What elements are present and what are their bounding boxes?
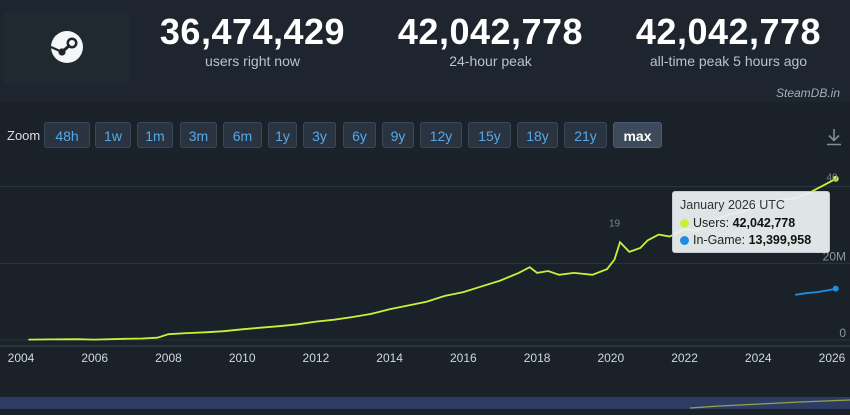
stat-current-users-label: users right now	[205, 53, 300, 69]
x-tick-label: 2004	[8, 351, 35, 365]
stat-24h-peak-label: 24-hour peak	[449, 53, 532, 69]
x-tick-label: 2024	[745, 351, 772, 365]
chart-panel	[0, 106, 850, 409]
zoom-label: Zoom	[7, 128, 41, 143]
zoom-button-15y[interactable]: 15y	[468, 122, 511, 148]
zoom-button-48h[interactable]: 48h	[44, 122, 90, 148]
zoom-button-21y[interactable]: 21y	[564, 122, 607, 148]
y-tick-label: 20M	[823, 249, 846, 263]
series-point-in-game	[832, 285, 839, 292]
stat-all-time-peak: 42,042,778 all-time peak 5 hours ago	[626, 11, 831, 70]
navigator-mini-line	[689, 399, 850, 409]
zoom-button-1m[interactable]: 1m	[137, 122, 173, 148]
x-tick-label: 2026	[819, 351, 846, 365]
zoom-button-1w[interactable]: 1w	[95, 122, 131, 148]
x-tick-label: 2018	[524, 351, 551, 365]
stat-all-time-peak-label: all-time peak 5 hours ago	[649, 53, 808, 69]
users-dot-icon	[680, 219, 689, 228]
zoom-button-3y[interactable]: 3y	[303, 122, 336, 148]
steam-logo-icon	[50, 31, 83, 63]
x-tick-label: 2016	[450, 351, 477, 365]
range-navigator[interactable]	[0, 397, 850, 409]
x-tick-label: 2020	[597, 351, 624, 365]
zoom-button-18y[interactable]: 18y	[517, 122, 558, 148]
chart-annotation: 40	[826, 173, 838, 184]
watermark: SteamDB.in	[776, 86, 841, 100]
zoom-button-6y[interactable]: 6y	[343, 122, 376, 148]
x-tick-label: 2008	[155, 351, 182, 365]
tooltip-users-value: 42,042,778	[732, 216, 796, 230]
stat-24h-peak-value: 42,042,778	[397, 11, 584, 52]
chart-annotation: 19	[609, 219, 621, 230]
x-tick-label: 2022	[671, 351, 698, 365]
tooltip-ingame-label: In-Game:	[693, 233, 746, 247]
player-count-chart[interactable]: 0 20M 2004 2006 2008 2010 2012 2014 2016 2018 2020…	[0, 150, 850, 386]
x-tick-label: 2014	[376, 351, 403, 365]
chart-tooltip: January 2026 UTC Users: 42,042,778 In-Ga…	[672, 191, 830, 253]
stat-24h-peak: 42,042,778 24-hour peak	[388, 11, 593, 70]
stat-current-users: 36,474,429 users right now	[150, 11, 355, 70]
tooltip-users-label: Users:	[693, 216, 730, 230]
stat-current-users-value: 36,474,429	[159, 11, 346, 52]
logo-box[interactable]	[4, 12, 130, 84]
y-tick-label: 0	[839, 326, 846, 340]
x-tick-label: 2006	[81, 351, 108, 365]
series-line-in-game	[794, 287, 836, 296]
zoom-button-1y[interactable]: 1y	[268, 122, 297, 148]
x-tick-label: 2010	[229, 351, 256, 365]
zoom-button-12y[interactable]: 12y	[420, 122, 462, 148]
series-point-users	[832, 175, 839, 182]
zoom-button-9y[interactable]: 9y	[382, 122, 414, 148]
zoom-button-6m[interactable]: 6m	[223, 122, 262, 148]
tooltip-ingame-row: In-Game: 13,399,958	[680, 232, 822, 249]
tooltip-ingame-value: 13,399,958	[748, 233, 812, 247]
stats-header: 36,474,429 users right now 42,042,778 24…	[0, 0, 850, 102]
ingame-dot-icon	[680, 236, 689, 245]
tooltip-title: January 2026 UTC	[680, 198, 785, 212]
stat-all-time-peak-value: 42,042,778	[635, 11, 822, 52]
zoom-button-max[interactable]: max	[613, 122, 662, 148]
tooltip-users-row: Users: 42,042,778	[680, 215, 822, 232]
zoom-button-3m[interactable]: 3m	[180, 122, 217, 148]
download-icon[interactable]	[826, 128, 842, 146]
x-tick-label: 2012	[303, 351, 330, 365]
